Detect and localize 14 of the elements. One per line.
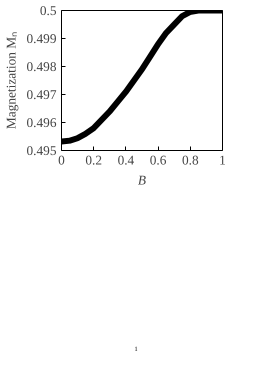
x-tick-label: 0 (58, 152, 66, 168)
x-tick-label: 0.4 (118, 152, 135, 168)
x-tick-label: 0.2 (85, 152, 102, 168)
y-tick-label: 0.499 (26, 31, 57, 46)
y-tick-label: 0.498 (26, 59, 57, 74)
y-tick-label: 0.496 (26, 115, 57, 130)
y-tick-label: 0.495 (26, 143, 57, 158)
x-axis-title: B (138, 172, 146, 188)
x-tick-label: 0.8 (182, 152, 199, 168)
x-tick-label: 1 (219, 152, 226, 168)
y-tick-label: 0.5 (40, 3, 57, 18)
x-tick-label: 0.6 (150, 152, 167, 168)
y-axis-title: Magnetization Mₙ (4, 32, 19, 130)
y-tick-label: 0.497 (26, 87, 57, 102)
